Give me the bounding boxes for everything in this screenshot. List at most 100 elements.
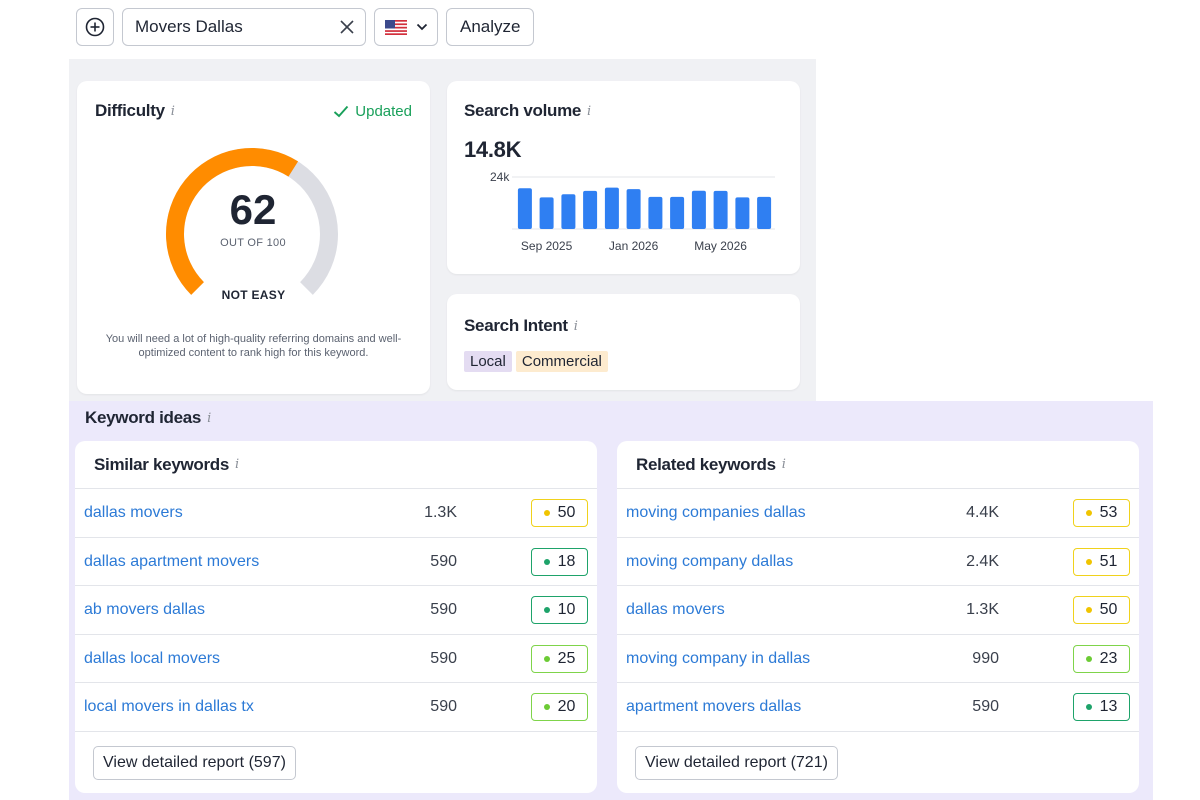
difficulty-dot-icon [543,558,550,565]
keyword-difficulty-badge: 50 [1073,596,1130,624]
search-volume-title: Search volume i [464,101,591,121]
intent-tag-commercial: Commercial [515,351,608,372]
keyword-link[interactable]: moving companies dallas [626,504,806,521]
keyword-row: dallas apartment movers 590 18 [75,538,597,586]
keyword-volume: 590 [430,601,457,618]
volume-bar[interactable] [691,190,706,229]
difficulty-level: NOT EASY [221,288,286,302]
info-icon[interactable]: i [573,318,578,334]
keyword-link[interactable]: dallas apartment movers [84,552,260,570]
x-tick-label: Jan 2026 [609,239,659,253]
keyword-volume: 590 [430,698,457,715]
info-icon[interactable]: i [781,457,786,472]
keyword-difficulty-value: 25 [557,649,576,667]
updated-status: Updated [333,103,412,120]
keyword-difficulty-badge: 23 [1073,644,1130,673]
intent-tags: Local Commercial [464,351,608,372]
keyword-row: dallas movers 1.3K 50 [75,489,597,538]
search-intent-title-text: Search Intent [464,316,568,335]
similar-keywords-header: Similar keywords i [75,441,597,489]
chevron-down-icon [416,23,427,31]
add-keyword-button[interactable] [76,8,114,46]
volume-bar[interactable] [561,194,576,229]
search-volume-card: Search volume i 14.8K 24k Sep 2025 Jan 202… [447,81,800,274]
x-tick-label: Sep 2025 [521,239,573,253]
search-intent-card: Search Intent i Local Commercial [447,294,800,390]
info-icon[interactable]: i [170,103,175,119]
keyword-difficulty-badge: 50 [531,499,588,527]
keyword-difficulty-value: 50 [557,504,576,521]
volume-bar[interactable] [735,197,750,229]
search-input[interactable] [135,17,325,37]
keyword-difficulty-value: 20 [557,698,576,715]
difficulty-title-text: Difficulty [95,101,165,120]
keyword-difficulty-badge: 51 [1073,547,1130,576]
volume-bar[interactable] [604,187,619,229]
keyword-link[interactable]: dallas movers [626,601,725,618]
difficulty-dot-icon [1085,704,1092,710]
difficulty-dot-icon [543,655,550,662]
volume-bar[interactable] [670,196,685,229]
keyword-link[interactable]: moving company dallas [626,552,794,570]
keyword-volume: 990 [972,649,999,667]
country-select[interactable] [374,8,438,46]
close-icon[interactable] [339,19,355,35]
volume-bar[interactable] [583,190,598,229]
volume-bar[interactable] [713,190,728,229]
volume-bar[interactable] [757,196,772,229]
toolbar: Analyze [76,8,535,46]
keyword-link[interactable]: dallas movers [84,504,183,521]
keyword-difficulty-value: 13 [1099,698,1118,715]
keyword-difficulty-value: 50 [1099,601,1118,618]
keyword-row: moving company in dallas 990 23 [617,635,1139,683]
volume-bar[interactable] [648,196,663,229]
volume-bar[interactable] [539,197,554,229]
view-similar-report-button[interactable]: View detailed report (597) [93,746,296,780]
related-keywords-list: moving companies dallas 4.4K 53 moving comp… [617,489,1139,732]
keyword-ideas-title: Keyword ideas i [85,408,211,428]
checkmark-icon [334,105,349,117]
volume-bar[interactable] [626,189,641,229]
similar-keywords-list: dallas movers 1.3K 50 dallas apartment move… [75,489,597,732]
keyword-ideas-title-text: Keyword ideas [85,408,202,427]
keyword-link[interactable]: apartment movers dallas [626,698,802,715]
keyword-link[interactable]: ab movers dallas [84,601,205,618]
difficulty-dot-icon [1085,558,1092,565]
analyze-button[interactable]: Analyze [446,8,535,46]
difficulty-gauge: 62 OUT OF 100 [165,136,343,316]
difficulty-description: You will need a lot of high-quality refe… [105,333,402,359]
info-icon[interactable]: i [207,410,211,426]
similar-keywords-card: Similar keywords i dallas movers 1.3K 50 da… [75,441,597,793]
search-intent-title: Search Intent i [464,316,578,336]
info-icon[interactable]: i [587,103,591,119]
search-volume-title-text: Search volume [464,101,582,120]
keyword-difficulty-value: 53 [1099,504,1118,521]
keyword-link[interactable]: local movers in dallas tx [84,698,254,715]
y-tick-label: 24k [490,170,510,184]
keyword-row: moving companies dallas 4.4K 53 [617,489,1139,538]
keyword-row: local movers in dallas tx 590 20 [75,683,597,732]
keyword-volume: 590 [430,552,457,570]
keyword-difficulty-badge: 25 [531,644,588,673]
difficulty-dot-icon [543,704,550,710]
plus-circle-icon [85,17,105,37]
keyword-difficulty-value: 10 [557,601,576,618]
keyword-row: dallas movers 1.3K 50 [617,586,1139,635]
us-flag-icon [384,19,407,35]
keyword-row: ab movers dallas 590 10 [75,586,597,635]
similar-keywords-title: Similar keywords [94,454,230,474]
view-related-report-button[interactable]: View detailed report (721) [635,746,838,780]
keyword-link[interactable]: moving company in dallas [626,649,811,667]
intent-tag-local: Local [464,351,512,372]
search-box [122,8,366,46]
info-icon[interactable]: i [235,457,239,472]
keyword-volume: 2.4K [966,552,999,570]
keyword-difficulty-value: 51 [1099,552,1118,570]
keyword-link[interactable]: dallas local movers [84,649,221,667]
difficulty-dot-icon [1085,607,1092,613]
keyword-volume: 1.3K [424,504,457,521]
gauge-fill [166,148,299,295]
volume-bar[interactable] [517,188,532,229]
x-tick-label: May 2026 [694,239,747,253]
updated-label: Updated [355,102,412,120]
